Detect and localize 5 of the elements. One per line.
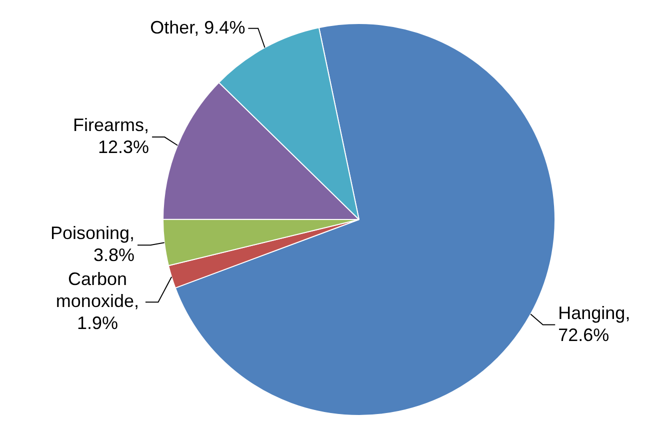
slice-label: Carbon monoxide, 1.9% [56, 269, 139, 334]
slice-label: Firearms, 12.3% [73, 115, 150, 158]
slice-label: Other, 9.4% [150, 17, 246, 38]
slice-label: Hanging, 72.6% [558, 302, 630, 345]
slice-label: Poisoning, 3.8% [50, 223, 134, 266]
